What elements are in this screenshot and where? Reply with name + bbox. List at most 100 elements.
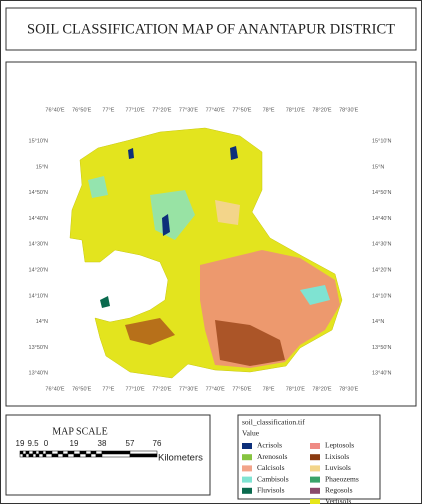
longitude-label: 78°10'E xyxy=(286,386,305,392)
scale-segment xyxy=(42,453,47,458)
scale-segment xyxy=(73,453,81,458)
longitude-label: 77°50'E xyxy=(232,107,251,113)
scale-segment xyxy=(32,450,37,455)
latitude-label: 14°20'N xyxy=(372,267,391,273)
scale-segment xyxy=(90,453,97,458)
latitude-label: 15°N xyxy=(36,164,48,170)
scale-segment xyxy=(28,453,34,458)
longitude-label: 77°E xyxy=(102,386,114,392)
scale-segment xyxy=(79,450,87,455)
latitude-label: 14°40'N xyxy=(29,216,48,222)
legend-label: Fluvisols xyxy=(257,486,285,495)
latitude-label: 13°40'N xyxy=(29,371,48,377)
patch xyxy=(150,190,195,240)
patch xyxy=(300,285,330,305)
legend-label: Vertisols xyxy=(325,497,351,504)
scale-segment xyxy=(79,453,87,458)
legend-label: Cambisols xyxy=(257,474,289,483)
scale-segment xyxy=(90,450,97,455)
longitude-label: 77°20'E xyxy=(152,386,171,392)
longitude-label: 78°10'E xyxy=(286,107,305,113)
legend-subtitle: Value xyxy=(242,429,260,438)
latitude-label: 14°50'N xyxy=(372,190,391,196)
longitude-label: 77°E xyxy=(102,107,114,113)
latitude-label: 14°20'N xyxy=(29,267,48,273)
legend-label: Leptosols xyxy=(325,441,354,450)
title: SOIL CLASSIFICATION MAP OF ANANTAPUR DIS… xyxy=(27,21,395,37)
latitude-label: 13°50'N xyxy=(372,345,391,351)
scale-segment xyxy=(22,453,27,458)
scale-segment xyxy=(38,453,44,458)
patch xyxy=(100,296,110,308)
scale-segment xyxy=(19,453,24,458)
scale-tick-label: 57 xyxy=(126,439,135,448)
patch xyxy=(128,148,134,159)
scale-segment xyxy=(35,450,40,455)
patch xyxy=(125,318,175,345)
longitude-label: 77°20'E xyxy=(152,107,171,113)
legend-swatch xyxy=(242,454,252,461)
legend-swatch xyxy=(310,465,320,472)
latitude-label: 14°10'N xyxy=(29,293,48,299)
latitude-label: 13°40'N xyxy=(372,371,391,377)
legend-label: Calcisols xyxy=(257,463,285,472)
scale-tick-label: 19 xyxy=(16,439,25,448)
legend-swatch xyxy=(242,487,252,494)
scale-segment xyxy=(85,450,92,455)
legend-label: Phaeozems xyxy=(325,474,359,483)
longitude-label: 77°40'E xyxy=(206,386,225,392)
longitude-label: 78°30'E xyxy=(339,107,358,113)
patch xyxy=(215,200,240,225)
longitude-label: 77°50'E xyxy=(232,386,251,392)
longitude-label: 78°20'E xyxy=(312,386,331,392)
map-frame xyxy=(5,61,417,407)
longitude-label: 76°40'E xyxy=(45,386,64,392)
legend-label: Regosols xyxy=(325,486,353,495)
scale-segment xyxy=(57,453,64,458)
legend-swatch xyxy=(310,499,320,504)
scale-segment xyxy=(45,450,53,455)
longitude-label: 77°10'E xyxy=(126,386,145,392)
longitude-label: 77°10'E xyxy=(126,107,145,113)
longitude-label: 78°30'E xyxy=(339,386,358,392)
longitude-label: 77°30'E xyxy=(179,386,198,392)
legend-swatch xyxy=(310,443,320,449)
scale-segment xyxy=(57,450,64,455)
longitude-label: 78°20'E xyxy=(312,107,331,113)
scale-segment xyxy=(67,453,75,458)
patch xyxy=(215,320,285,366)
scale-segment xyxy=(101,450,131,455)
scale-box xyxy=(5,414,211,496)
longitude-label: 78°E xyxy=(263,386,275,392)
scale-segment xyxy=(35,453,40,458)
scale-segment xyxy=(73,450,81,455)
latitude-label: 14°10'N xyxy=(372,293,391,299)
scale-segment xyxy=(95,450,103,455)
scale-segment xyxy=(62,450,69,455)
latitude-label: 14°N xyxy=(372,319,384,325)
scale-tick-label: 38 xyxy=(98,439,107,448)
scale-segment xyxy=(32,453,37,458)
legend-title: soil_classification.tif xyxy=(242,418,305,427)
longitude-label: 78°E xyxy=(263,107,275,113)
legend-label: Lixisols xyxy=(325,452,349,461)
latitude-label: 14°50'N xyxy=(29,190,48,196)
legend-swatch xyxy=(310,487,320,494)
title-box xyxy=(5,7,417,51)
latitude-label: 14°30'N xyxy=(372,242,391,248)
scale-segment xyxy=(45,453,53,458)
scale-segment xyxy=(101,453,131,458)
scale-tick-label: 0 xyxy=(44,439,49,448)
patch xyxy=(162,214,170,236)
scale-segment xyxy=(51,450,59,455)
scale-tick-label: 19 xyxy=(70,439,79,448)
scale-segment xyxy=(19,450,24,455)
latitude-label: 14°30'N xyxy=(29,242,48,248)
scale-segment xyxy=(42,450,47,455)
latitude-label: 15°10'N xyxy=(29,138,48,144)
scale-segment xyxy=(38,450,44,455)
scale-tick-label: 9.5 xyxy=(27,439,39,448)
legend-swatch xyxy=(242,465,252,472)
